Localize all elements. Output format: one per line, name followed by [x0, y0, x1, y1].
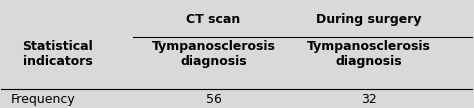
Text: 56: 56	[206, 93, 221, 106]
Text: Tympanosclerosis
diagnosis: Tympanosclerosis diagnosis	[152, 40, 275, 68]
Text: During surgery: During surgery	[316, 13, 422, 26]
Text: Tympanosclerosis
diagnosis: Tympanosclerosis diagnosis	[307, 40, 431, 68]
Text: CT scan: CT scan	[186, 13, 241, 26]
Text: 32: 32	[361, 93, 377, 106]
Text: Frequency: Frequency	[11, 93, 75, 106]
Text: Statistical
indicators: Statistical indicators	[23, 40, 93, 68]
